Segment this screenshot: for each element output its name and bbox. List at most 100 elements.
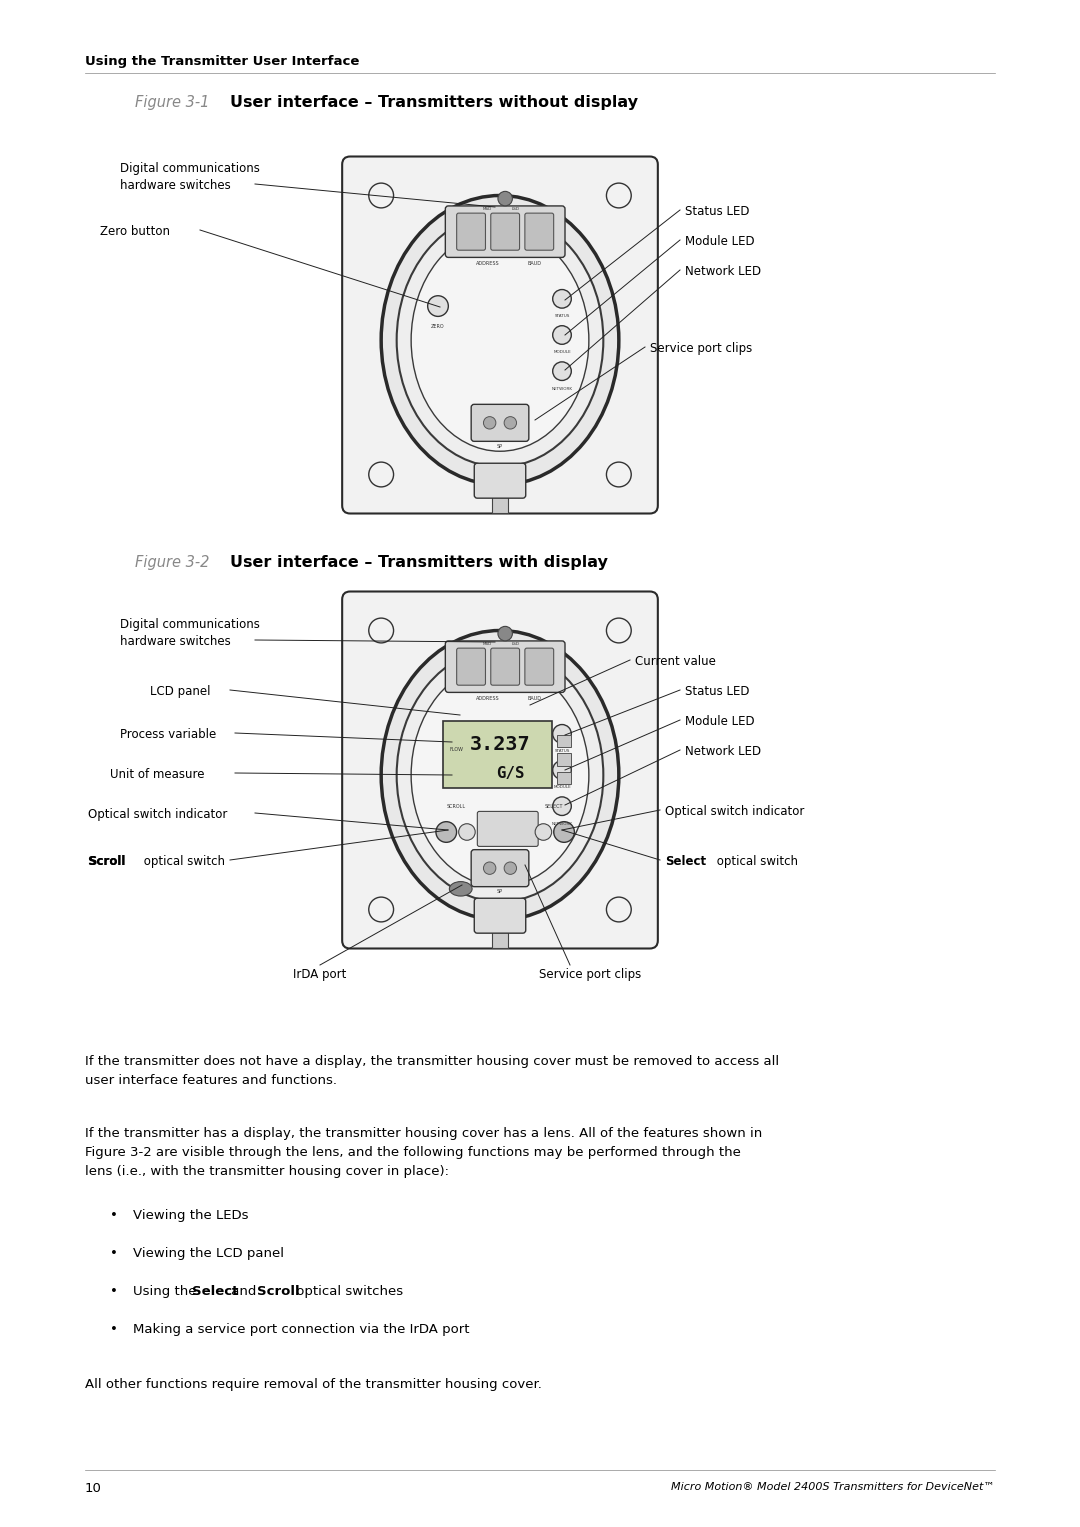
Text: LSD: LSD	[512, 208, 519, 211]
Circle shape	[498, 626, 512, 641]
Text: Using the Transmitter User Interface: Using the Transmitter User Interface	[85, 55, 360, 69]
Text: All other functions require removal of the transmitter housing cover.: All other functions require removal of t…	[85, 1377, 542, 1391]
Text: ADDRESS: ADDRESS	[476, 696, 499, 701]
Text: NETWORK: NETWORK	[552, 822, 572, 826]
Bar	[557, 753, 571, 767]
Circle shape	[553, 362, 571, 380]
FancyBboxPatch shape	[474, 463, 526, 498]
Text: •: •	[110, 1209, 118, 1222]
Text: 10: 10	[85, 1483, 102, 1495]
Text: Current value: Current value	[635, 655, 716, 667]
Text: Status LED: Status LED	[685, 686, 750, 698]
Text: Using the: Using the	[133, 1286, 201, 1298]
Text: MSD: MSD	[483, 208, 492, 211]
Circle shape	[428, 296, 448, 316]
Text: ADDRESS: ADDRESS	[476, 261, 499, 266]
Text: optical switch: optical switch	[713, 855, 798, 867]
Text: Digital communications
hardware switches: Digital communications hardware switches	[120, 618, 260, 647]
Text: Figure 3-2: Figure 3-2	[135, 554, 210, 570]
FancyBboxPatch shape	[457, 214, 486, 250]
Bar	[557, 734, 571, 747]
Text: Making a service port connection via the IrDA port: Making a service port connection via the…	[133, 1322, 470, 1336]
Text: optical switch: optical switch	[140, 855, 225, 867]
Text: Viewing the LEDs: Viewing the LEDs	[133, 1209, 248, 1222]
Text: Process variable: Process variable	[120, 728, 216, 741]
Ellipse shape	[411, 229, 589, 452]
Text: Viewing the LCD panel: Viewing the LCD panel	[133, 1248, 284, 1260]
Text: Module LED: Module LED	[685, 715, 755, 728]
Text: SCROLL: SCROLL	[447, 805, 467, 809]
Bar	[491, 928, 509, 948]
Text: Network LED: Network LED	[685, 745, 761, 757]
Text: Select: Select	[192, 1286, 239, 1298]
Ellipse shape	[381, 195, 619, 486]
Circle shape	[607, 618, 631, 643]
Circle shape	[607, 183, 631, 208]
Text: Status LED: Status LED	[685, 205, 750, 218]
Circle shape	[484, 861, 496, 875]
Ellipse shape	[396, 649, 604, 902]
FancyBboxPatch shape	[474, 898, 526, 933]
Circle shape	[459, 823, 475, 840]
Text: •: •	[110, 1286, 118, 1298]
Text: BAUD: BAUD	[527, 696, 541, 701]
FancyBboxPatch shape	[477, 811, 538, 846]
Circle shape	[368, 183, 393, 208]
FancyBboxPatch shape	[525, 214, 554, 250]
Circle shape	[553, 290, 571, 308]
FancyBboxPatch shape	[445, 206, 565, 258]
Text: Network LED: Network LED	[685, 266, 761, 278]
FancyBboxPatch shape	[445, 641, 565, 692]
Text: MODULE: MODULE	[553, 785, 571, 789]
Text: optical switches: optical switches	[292, 1286, 403, 1298]
Text: If the transmitter does not have a display, the transmitter housing cover must b: If the transmitter does not have a displ…	[85, 1055, 779, 1087]
Text: IrDA port: IrDA port	[294, 968, 347, 980]
Text: Figure 3-1: Figure 3-1	[135, 95, 210, 110]
Text: User interface – Transmitters without display: User interface – Transmitters without di…	[230, 95, 638, 110]
Text: Scroll: Scroll	[87, 855, 125, 867]
FancyBboxPatch shape	[342, 156, 658, 513]
Text: •: •	[110, 1248, 118, 1260]
FancyBboxPatch shape	[342, 591, 658, 948]
Text: LSD: LSD	[512, 641, 519, 646]
FancyBboxPatch shape	[471, 849, 529, 887]
FancyBboxPatch shape	[490, 214, 519, 250]
Text: Digital communications
hardware switches: Digital communications hardware switches	[120, 162, 260, 192]
Circle shape	[553, 797, 571, 815]
Text: User interface – Transmitters with display: User interface – Transmitters with displ…	[230, 554, 608, 570]
Text: Optical switch indicator: Optical switch indicator	[87, 808, 228, 822]
Text: Module LED: Module LED	[685, 235, 755, 247]
Circle shape	[368, 896, 393, 922]
Text: Select: Select	[665, 855, 706, 867]
Circle shape	[368, 463, 393, 487]
Text: Service port clips: Service port clips	[650, 342, 753, 354]
Circle shape	[553, 325, 571, 344]
Circle shape	[607, 896, 631, 922]
Ellipse shape	[449, 881, 472, 896]
Text: and: and	[227, 1286, 261, 1298]
Text: BAUD: BAUD	[527, 261, 541, 266]
FancyBboxPatch shape	[525, 647, 554, 686]
Circle shape	[504, 417, 516, 429]
Text: MSD: MSD	[483, 641, 492, 646]
Bar	[491, 495, 509, 513]
Text: If the transmitter has a display, the transmitter housing cover has a lens. All : If the transmitter has a display, the tr…	[85, 1127, 762, 1177]
Text: STATUS: STATUS	[554, 750, 569, 753]
Text: Optical switch indicator: Optical switch indicator	[665, 805, 805, 818]
Text: SP: SP	[497, 443, 503, 449]
Text: 3.237: 3.237	[470, 734, 530, 754]
Circle shape	[498, 191, 512, 206]
Text: ZERO: ZERO	[431, 324, 445, 328]
Text: SP: SP	[497, 889, 503, 893]
Circle shape	[504, 861, 516, 875]
Text: STATUS: STATUS	[554, 315, 569, 318]
Text: Zero button: Zero button	[100, 224, 170, 238]
FancyBboxPatch shape	[490, 647, 519, 686]
Text: FLOW: FLOW	[449, 747, 463, 751]
Text: NETWORK: NETWORK	[552, 386, 572, 391]
Ellipse shape	[381, 631, 619, 919]
Text: LCD panel: LCD panel	[150, 686, 211, 698]
Text: G/S: G/S	[496, 765, 525, 780]
Circle shape	[553, 724, 571, 744]
Circle shape	[535, 823, 552, 840]
